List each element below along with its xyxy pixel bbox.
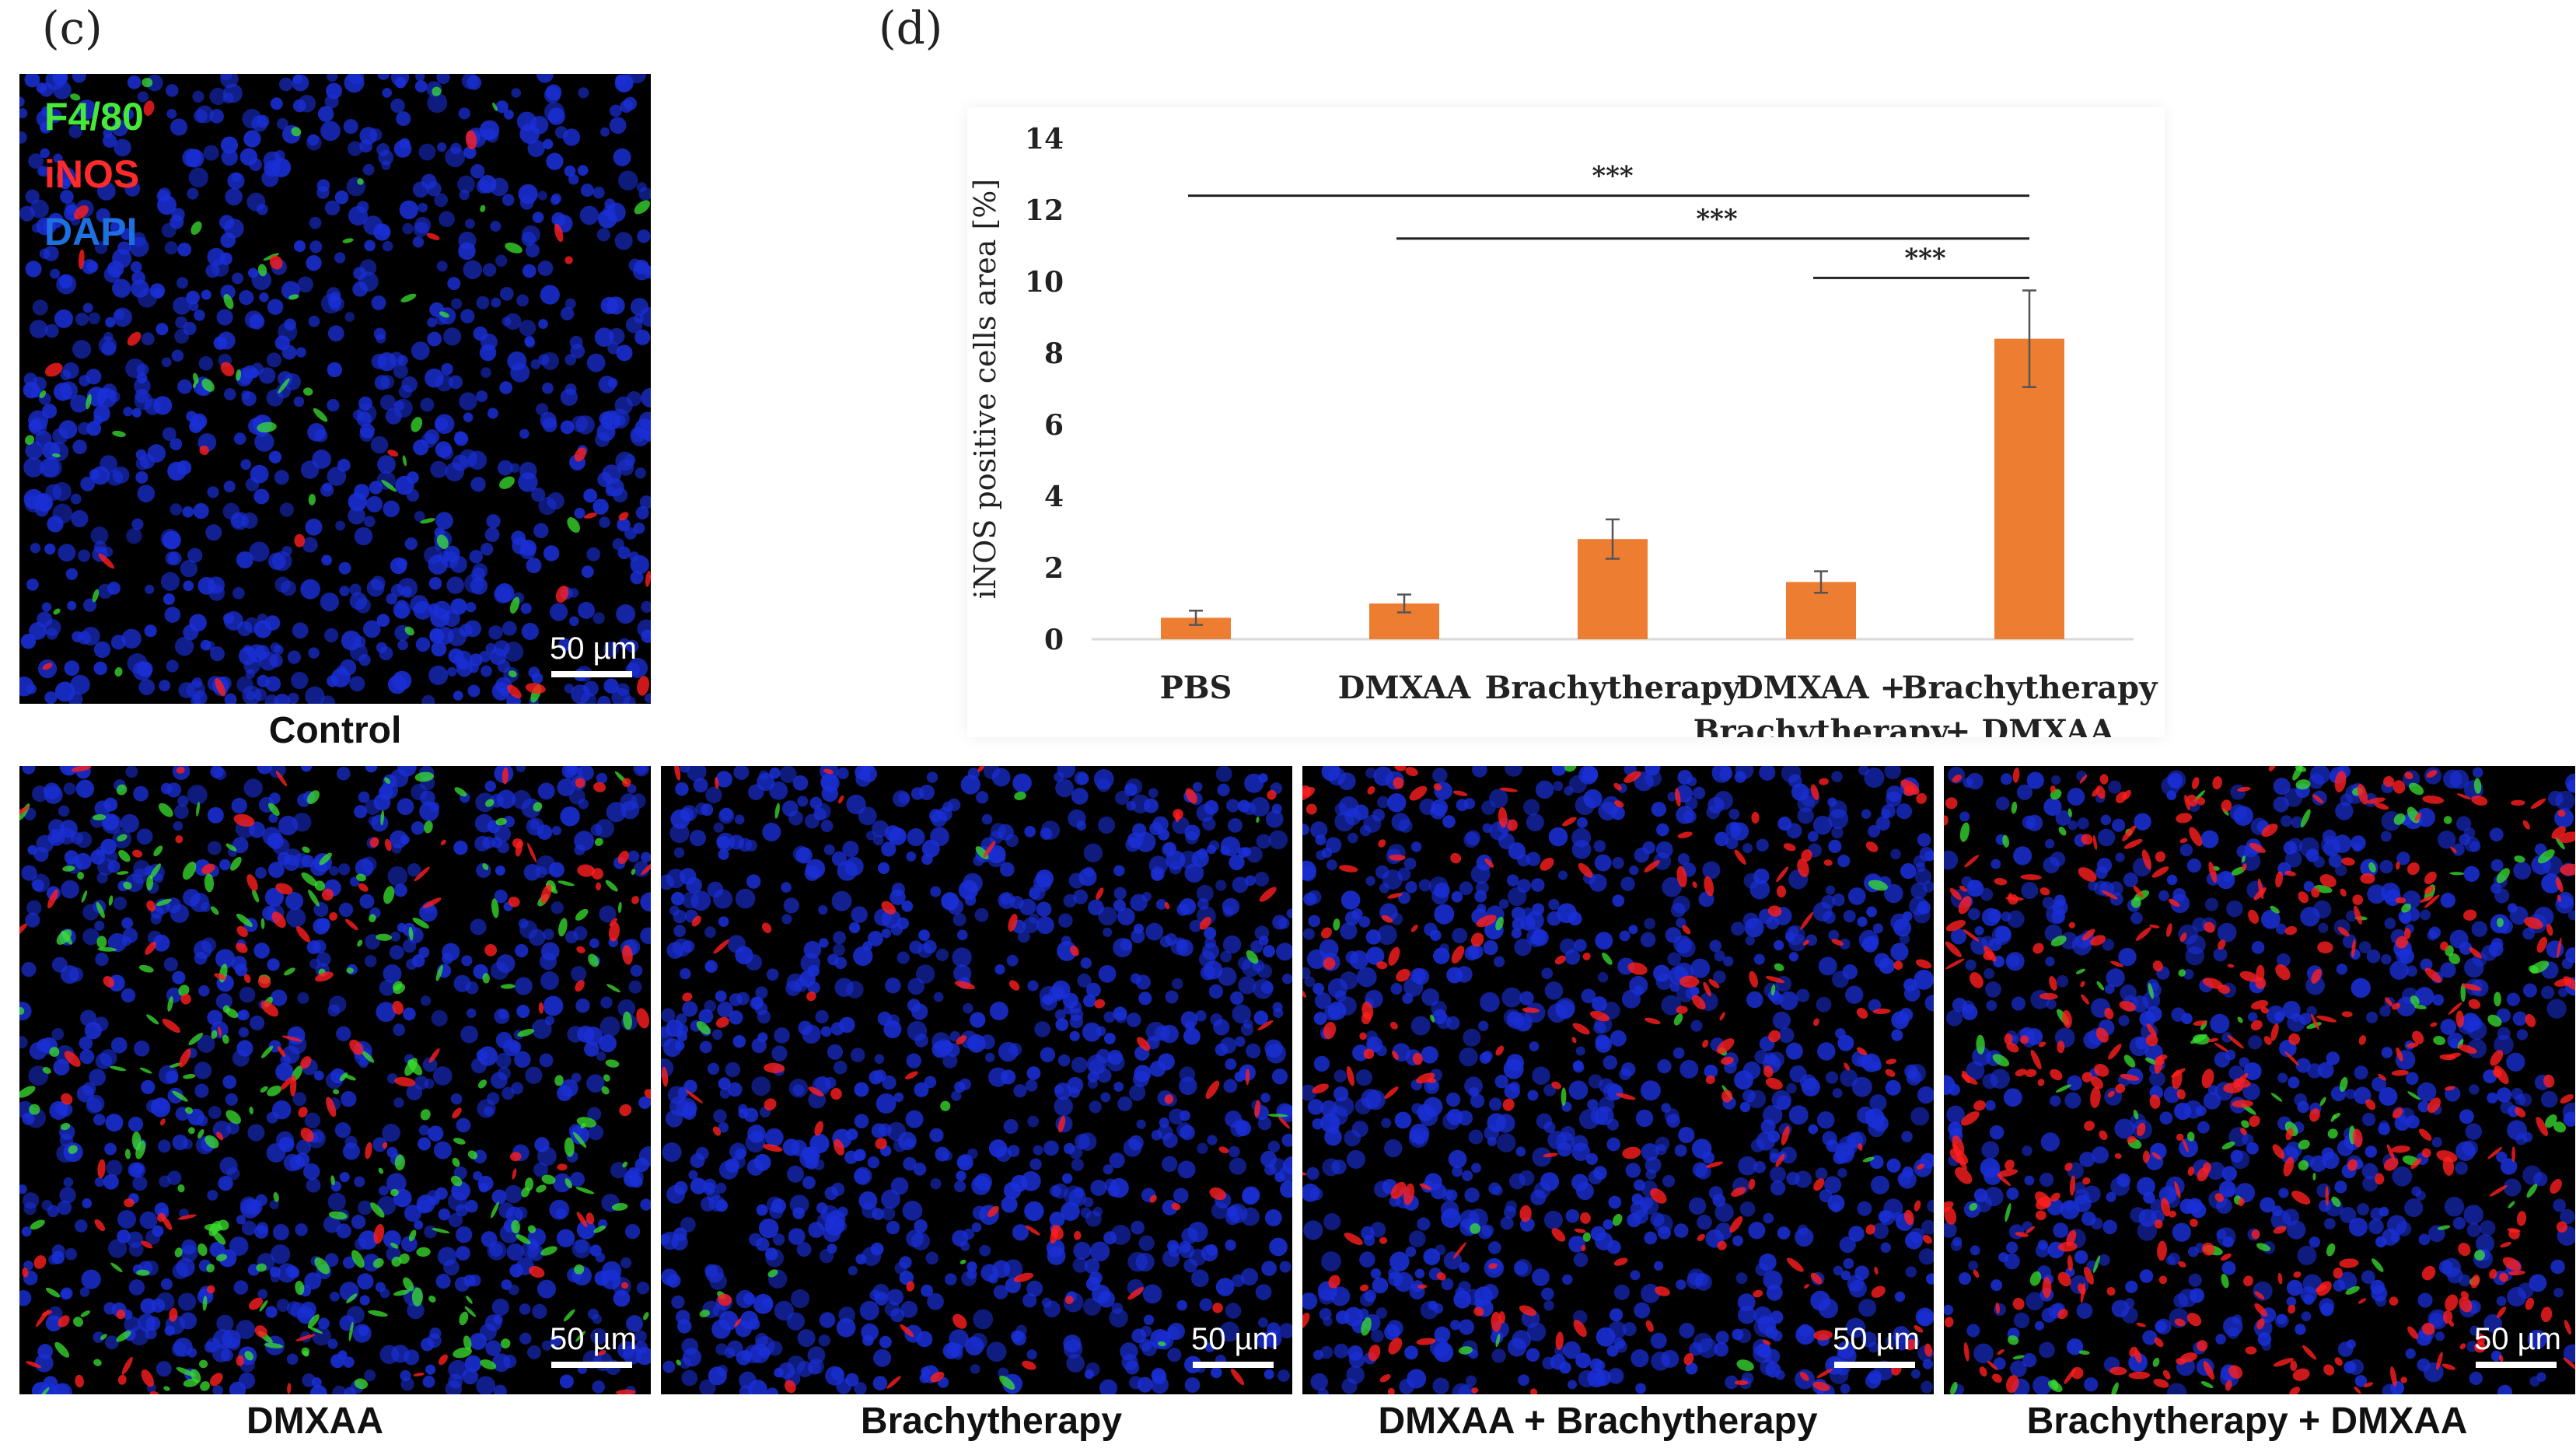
scale-bar xyxy=(1193,1362,1274,1368)
caption-brachytherapy: Brachytherapy xyxy=(860,1401,1123,1442)
y-tick-label: 4 xyxy=(1044,481,1064,513)
bar xyxy=(1994,338,2064,639)
scale-bar-label: 50 µm xyxy=(1191,1322,1278,1356)
x-category-label: DMXAA + xyxy=(1736,670,1906,706)
micrograph-texture xyxy=(661,766,1292,1394)
y-tick-label: 10 xyxy=(1025,266,1064,299)
significance-label: *** xyxy=(1904,243,1946,274)
micrograph-control: F4/80 iNOS DAPI 50 µm xyxy=(19,74,651,704)
micrograph-texture-marks xyxy=(19,74,651,704)
y-tick-label: 12 xyxy=(1025,194,1064,227)
x-category-label: Brachytherapy xyxy=(1902,670,2158,706)
x-category-label: Brachytherapy xyxy=(1693,713,1950,737)
legend-f480: F4/80 xyxy=(44,95,144,138)
y-tick-label: 6 xyxy=(1044,409,1064,442)
scale-bar xyxy=(1834,1362,1915,1368)
significance-label: *** xyxy=(1696,204,1738,235)
scale-bar-label: 50 µm xyxy=(550,631,637,666)
legend-dapi: DAPI xyxy=(44,210,138,254)
scale-bar-label: 50 µm xyxy=(2474,1322,2561,1356)
scale-bar xyxy=(551,1362,632,1368)
micrograph-brachytherapy-dmxaa: 50 µm xyxy=(1944,766,2575,1394)
y-axis-label: iNOS positive cells area [%] xyxy=(968,179,1002,599)
y-tick-label: 14 xyxy=(1025,123,1064,156)
scale-bar xyxy=(2476,1362,2557,1368)
micrograph-dmxaa-brachytherapy: 50 µm xyxy=(1302,766,1934,1394)
x-category-label: PBS xyxy=(1160,670,1232,706)
micrograph-texture xyxy=(19,766,651,1394)
caption-dmxaa-brachytherapy: DMXAA + Brachytherapy xyxy=(1378,1401,1818,1442)
scale-bar-label: 50 µm xyxy=(1833,1322,1920,1356)
caption-brachytherapy-dmxaa: Brachytherapy + DMXAA xyxy=(2026,1401,2468,1442)
y-tick-label: 8 xyxy=(1044,338,1064,370)
micrograph-texture xyxy=(1944,766,2575,1394)
panel-label-d: (d) xyxy=(879,2,943,54)
micrograph-brachytherapy: 50 µm xyxy=(661,766,1292,1394)
inos-bar-chart: iNOS positive cells area [%] 0 2 4 6 8 10 12 14 P… xyxy=(967,107,2165,737)
scale-bar-label: 50 µm xyxy=(550,1322,637,1356)
micrograph-texture xyxy=(19,74,651,704)
chart-svg: iNOS positive cells area [%] 0 2 4 6 8 10 12 14 P… xyxy=(968,123,2158,737)
panel-label-c: (c) xyxy=(42,2,103,54)
micrograph-texture xyxy=(1302,766,1934,1394)
y-tick-label: 2 xyxy=(1044,552,1064,585)
legend-inos: iNOS xyxy=(44,152,140,196)
micrograph-texture-marks xyxy=(1944,766,2575,1394)
x-category-label: DMXAA xyxy=(1338,670,1472,706)
micrograph-texture-marks xyxy=(661,766,1292,1394)
x-category-label: Brachytherapy xyxy=(1485,670,1742,706)
caption-control: Control xyxy=(268,710,402,751)
scale-bar xyxy=(551,671,632,677)
micrograph-texture-marks xyxy=(19,766,651,1394)
caption-dmxaa: DMXAA xyxy=(246,1401,383,1442)
x-category-label: + DMXAA xyxy=(1945,713,2115,737)
micrograph-texture-marks xyxy=(1302,766,1934,1394)
y-tick-label: 0 xyxy=(1044,624,1064,656)
micrograph-dmxaa: 50 µm xyxy=(19,766,651,1394)
significance-label: *** xyxy=(1592,161,1634,192)
